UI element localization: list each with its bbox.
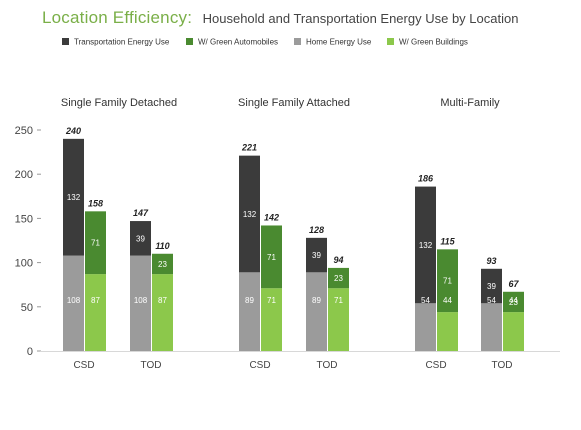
y-tick-label: 150 [15, 213, 33, 225]
bars: 108 132 240 87 71 158 108 39 147 87 23 110 89 132 221 7… [63, 126, 524, 351]
group-titles: Single Family Detached Single Family Atta… [61, 97, 500, 109]
chart-title-row: Location Efficiency: Household and Trans… [42, 8, 518, 28]
legend-swatch [62, 38, 69, 45]
bar-total-label: 94 [333, 255, 343, 265]
bar-total-label: 115 [440, 236, 455, 246]
bar-segment-transport [328, 267, 349, 289]
segment-value-label: 71 [267, 253, 276, 262]
bar-total-label: 147 [133, 208, 149, 218]
segment-value-label: 132 [67, 193, 81, 202]
bar-segment-transport [481, 268, 502, 304]
bar-segment-transport [239, 155, 260, 273]
legend-swatch [387, 38, 394, 45]
segment-value-label: 71 [267, 296, 276, 305]
bar-segment-transport [503, 291, 524, 313]
legend-swatch [186, 38, 193, 45]
bar-segment-transport [261, 225, 282, 289]
legend-label: Home Energy Use [306, 38, 372, 47]
segment-value-label: 132 [243, 210, 257, 219]
bar-segment-home [261, 288, 282, 351]
bar-segment-transport [85, 211, 106, 275]
segment-value-label: 23 [158, 260, 167, 269]
bar-segment-home [239, 272, 260, 351]
x-labels: CSD TOD CSD TOD CSD TOD [73, 360, 512, 371]
segment-value-label: 54 [487, 296, 496, 305]
bar-total-label: 221 [241, 143, 257, 153]
legend: Transportation Energy Use W/ Green Automo… [62, 38, 468, 47]
segment-value-label: 54 [421, 296, 430, 305]
bar-total-label: 67 [508, 279, 519, 289]
segment-value-label: 44 [443, 296, 452, 305]
bar-segment-home [328, 288, 349, 351]
bar-segment-home [85, 274, 106, 351]
segment-value-label: 87 [91, 296, 100, 305]
bar-total-label: 128 [309, 225, 324, 235]
x-category-label: TOD [317, 360, 338, 371]
group-title: Multi-Family [440, 97, 500, 109]
group-title: Single Family Detached [61, 97, 177, 109]
x-category-label: CSD [425, 360, 446, 371]
segment-value-label: 23 [509, 298, 518, 307]
y-axis: 0 50 100 150 200 250 [15, 125, 560, 358]
segment-value-label: 71 [91, 239, 100, 248]
bar-segment-home [503, 312, 524, 351]
bar-total-label: 186 [418, 174, 434, 184]
bar-segment-transport [437, 249, 458, 313]
bar-segment-transport [306, 237, 327, 273]
bar-total-label: 240 [65, 126, 81, 136]
bar-segment-home [130, 255, 151, 351]
y-tick-label: 0 [27, 346, 33, 358]
bar-segment-home [437, 312, 458, 351]
segment-value-label: 132 [419, 241, 433, 250]
x-category-label: CSD [73, 360, 94, 371]
segment-value-label: 39 [487, 282, 496, 291]
segment-value-label: 71 [334, 296, 343, 305]
chart-title: Location Efficiency: [42, 8, 193, 27]
y-tick-label: 200 [15, 169, 33, 181]
legend-label: W/ Green Automobiles [198, 38, 278, 47]
bar-total-label: 110 [155, 241, 169, 251]
segment-value-label: 89 [245, 296, 254, 305]
segment-value-label: 87 [158, 296, 167, 305]
segment-value-label: 23 [334, 274, 343, 283]
legend-label: W/ Green Buildings [399, 38, 468, 47]
y-tick-label: 100 [15, 258, 33, 270]
segment-value-label: 39 [312, 251, 321, 260]
bar-segment-home [306, 272, 327, 351]
segment-value-label: 44 [509, 296, 518, 305]
bar-total-label: 142 [264, 212, 279, 222]
bar-segment-transport [63, 138, 84, 256]
y-tick-label: 50 [21, 302, 33, 314]
segment-value-label: 108 [67, 296, 81, 305]
segment-value-label: 71 [443, 277, 452, 286]
bar-total-label: 158 [88, 198, 103, 208]
bar-segment-home [152, 274, 173, 351]
x-category-label: TOD [492, 360, 513, 371]
y-tick-label: 250 [15, 125, 33, 137]
bar-segment-home [415, 303, 436, 351]
bar-total-label: 93 [486, 256, 496, 266]
x-category-label: TOD [141, 360, 162, 371]
bar-segment-transport [130, 221, 151, 256]
segment-value-label: 39 [136, 234, 145, 243]
bar-segment-home [481, 303, 502, 351]
x-category-label: CSD [249, 360, 270, 371]
bar-segment-transport [152, 253, 173, 275]
legend-swatch [294, 38, 301, 45]
legend-label: Transportation Energy Use [74, 38, 170, 47]
bar-segment-home [63, 255, 84, 351]
bar-segment-transport [415, 186, 436, 304]
segment-value-label: 108 [134, 296, 148, 305]
group-title: Single Family Attached [238, 97, 350, 109]
chart-subtitle: Household and Transportation Energy Use … [202, 11, 519, 26]
segment-value-label: 89 [312, 296, 321, 305]
